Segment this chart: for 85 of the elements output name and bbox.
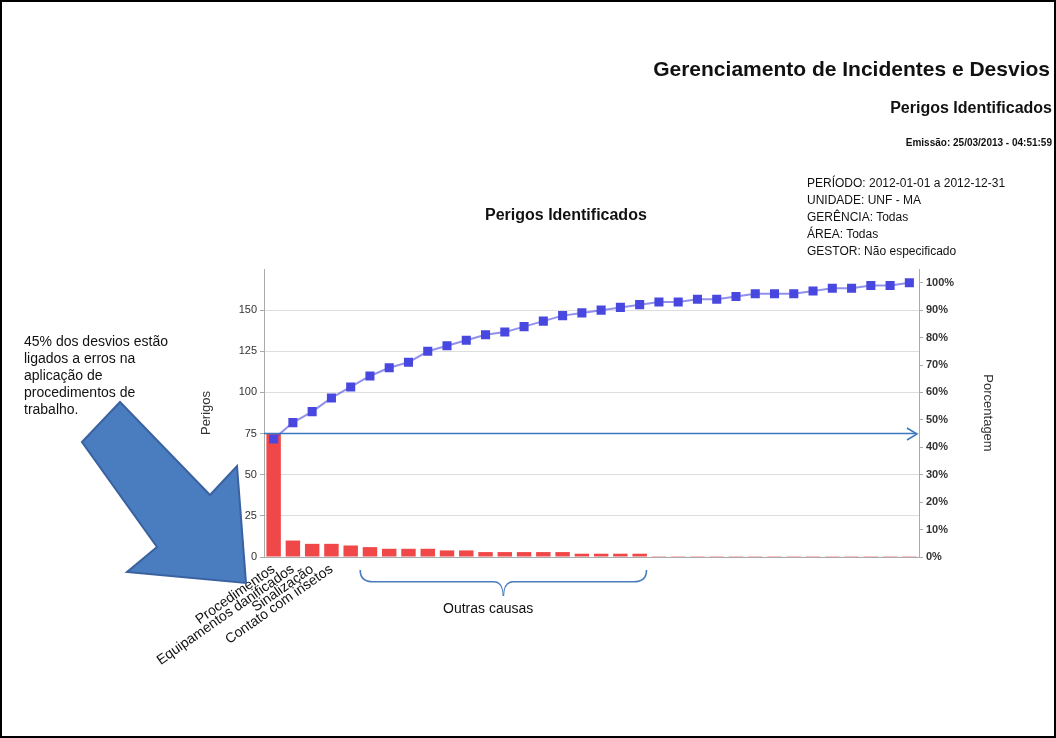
y2-tick-label: 90% (926, 303, 949, 316)
point (577, 308, 587, 318)
bar (613, 553, 628, 557)
text: ÁREA: Todas (807, 227, 879, 241)
point (288, 418, 298, 428)
point (346, 382, 356, 392)
bar (439, 550, 455, 557)
point (403, 357, 414, 367)
point (269, 434, 279, 444)
bar (536, 552, 551, 557)
point (538, 316, 548, 326)
point (384, 363, 394, 373)
point (808, 286, 818, 296)
point (307, 407, 317, 417)
bar (420, 548, 435, 557)
text: 45% dos desvios estão ligados a erros na aplicação de procedimentos de trabalho. (24, 333, 169, 418)
y2-tick-label: 70% (926, 358, 949, 371)
text: Perigos Identificados (890, 99, 1052, 117)
bar (459, 550, 474, 557)
y2-tick-label: 60% (926, 385, 949, 398)
bar (362, 547, 378, 557)
point (654, 297, 664, 307)
point (789, 289, 799, 299)
text: Outras causas (443, 600, 534, 616)
y2-tick-label: 20% (926, 495, 949, 508)
y-tick-label: 150 (238, 303, 257, 316)
y-tick-label: 125 (238, 344, 257, 357)
text: Emissão: 25/03/2013 - 04:51:59 (905, 137, 1052, 148)
point (885, 280, 895, 290)
bar (497, 552, 513, 557)
point (769, 289, 780, 299)
y2-tick-label: 50% (926, 412, 949, 425)
text: PERÍODO: 2012-01-01 a 2012-12-31 (807, 176, 1006, 190)
y2-tick-label: 30% (926, 467, 949, 480)
point (827, 283, 837, 293)
bar (632, 553, 647, 557)
y2-tick-label: 0% (926, 550, 943, 563)
text: GERÊNCIA: Todas (807, 210, 909, 224)
bar (382, 548, 397, 557)
text: GESTOR: Não especificado (807, 244, 957, 258)
bar (401, 548, 416, 557)
y-tick-label: 100 (238, 385, 257, 398)
bar (555, 552, 570, 557)
point (712, 294, 722, 304)
chart-title: Gerenciamento de Incidentes e Desvios (653, 57, 1050, 81)
point (461, 335, 471, 345)
y2-tick-label: 40% (926, 440, 949, 453)
bar (324, 543, 339, 557)
y2-axis-title: Porcentagem (980, 374, 996, 452)
point (692, 294, 702, 304)
point (558, 311, 568, 321)
point (326, 393, 336, 403)
y-tick-label: 0 (250, 550, 257, 563)
point (615, 302, 625, 312)
bar (343, 545, 358, 557)
point (750, 289, 760, 299)
point (442, 341, 452, 351)
point (423, 346, 433, 356)
point (866, 280, 876, 290)
y2-tick-label: 80% (926, 330, 949, 343)
text: Perigos Identificados (485, 206, 647, 224)
point (847, 283, 857, 293)
y2-tick-label: 100% (926, 275, 955, 288)
point (481, 330, 491, 340)
bar (285, 540, 301, 557)
bar (574, 553, 590, 557)
point (635, 300, 645, 310)
point (673, 297, 683, 307)
y-tick-label: 50 (244, 467, 257, 480)
point (596, 305, 606, 315)
y2-tick-label: 10% (926, 522, 949, 535)
bar (304, 543, 320, 557)
bar (516, 552, 532, 557)
point (731, 291, 741, 301)
bar (593, 553, 609, 557)
bar (478, 552, 493, 557)
point (904, 278, 914, 288)
point (365, 371, 375, 381)
y-tick-label: 25 (244, 508, 257, 521)
bar (266, 433, 281, 557)
point (519, 322, 529, 332)
y-axis-title: Perigos (198, 390, 214, 436)
y-tick-label: 75 (244, 426, 257, 439)
point (500, 327, 510, 337)
text: UNIDADE: UNF - MA (807, 193, 921, 207)
